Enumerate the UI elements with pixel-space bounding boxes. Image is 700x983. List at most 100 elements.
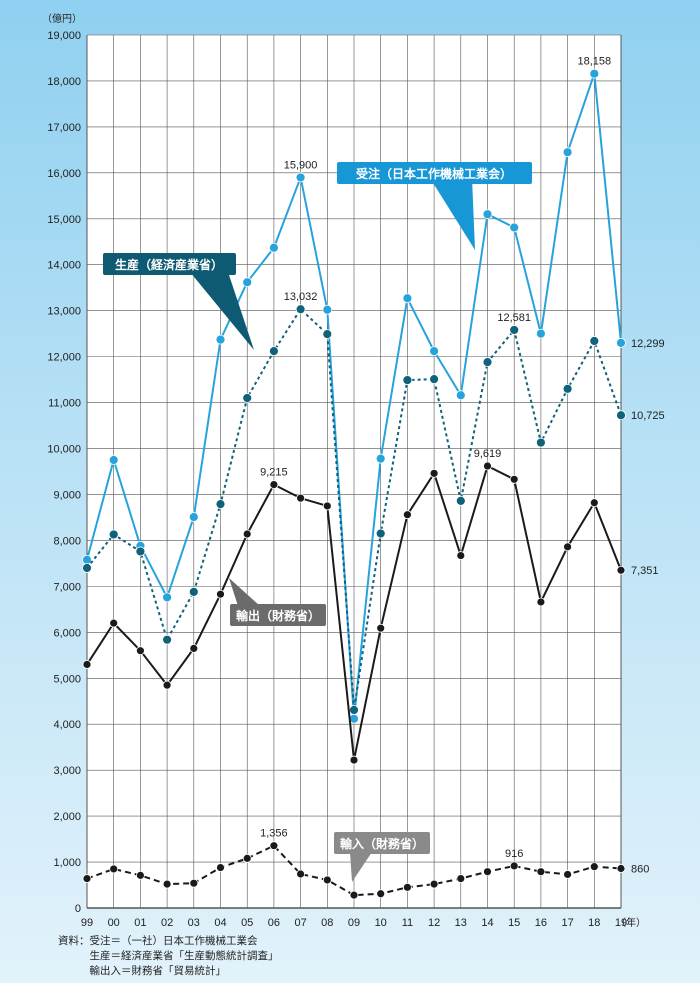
data-point bbox=[563, 542, 572, 552]
x-tick-label: 14 bbox=[481, 917, 493, 929]
data-point bbox=[429, 346, 440, 357]
data-point bbox=[135, 870, 145, 880]
data-point bbox=[402, 510, 412, 520]
data-point bbox=[215, 499, 226, 510]
data-point bbox=[322, 875, 332, 885]
data-point bbox=[483, 867, 492, 877]
data-point bbox=[349, 705, 359, 715]
data-label: 12,299 bbox=[631, 338, 665, 350]
callout-orders-label: 受注（日本工作機械工業会） bbox=[356, 166, 512, 181]
x-axis-tick-labels: 99 00 01 02 03 04 05 06 07 08 09 10 11 12 13 14 15 16 17 18… bbox=[81, 917, 627, 929]
data-label: 9,215 bbox=[260, 467, 288, 479]
data-label: 1,356 bbox=[260, 828, 288, 840]
x-tick-label: 09 bbox=[348, 917, 360, 929]
data-point bbox=[135, 546, 146, 557]
data-point bbox=[296, 493, 306, 503]
y-axis-unit-label: （億円） bbox=[42, 12, 82, 25]
data-label: 10,725 bbox=[631, 410, 665, 422]
data-point bbox=[242, 277, 253, 288]
series-lines bbox=[82, 68, 626, 900]
data-point bbox=[109, 864, 119, 874]
data-label: 860 bbox=[631, 863, 649, 875]
data-point bbox=[536, 867, 546, 877]
data-point bbox=[482, 357, 493, 368]
y-tick-label: 14,000 bbox=[47, 260, 81, 272]
data-label: 7,351 bbox=[631, 565, 659, 577]
y-tick-label: 12,000 bbox=[47, 352, 81, 364]
data-point bbox=[536, 597, 546, 607]
y-tick-label: 11,000 bbox=[48, 398, 81, 410]
source-line: 輸出入＝財務省「貿易統計」 bbox=[58, 965, 226, 977]
data-point bbox=[402, 882, 412, 892]
data-point bbox=[402, 293, 413, 304]
callout-production-pointer bbox=[190, 272, 254, 350]
data-point bbox=[589, 498, 599, 508]
line-chart: 0 1,000 2,000 3,000 4,000 5,000 6,000 7,000 8,00… bbox=[42, 12, 665, 929]
data-point bbox=[109, 618, 119, 628]
data-point bbox=[322, 501, 332, 511]
source-line: 資料：受注＝（一社）日本工作機械工業会 bbox=[58, 935, 258, 947]
data-point bbox=[429, 468, 439, 478]
data-point bbox=[536, 437, 546, 448]
x-tick-label: 17 bbox=[561, 917, 573, 929]
data-point bbox=[296, 869, 306, 879]
y-tick-label: 9,000 bbox=[53, 489, 81, 501]
data-point bbox=[162, 680, 172, 690]
y-tick-label: 1,000 bbox=[53, 857, 81, 869]
data-point bbox=[162, 879, 172, 889]
grid-lines bbox=[86, 34, 622, 909]
data-point bbox=[135, 646, 145, 656]
x-tick-label: 11 bbox=[402, 917, 413, 929]
y-tick-label: 17,000 bbox=[47, 122, 81, 134]
x-tick-label: 99 bbox=[81, 917, 93, 929]
data-label: 15,900 bbox=[284, 159, 318, 171]
data-point bbox=[456, 874, 466, 883]
y-axis-tick-labels: 0 1,000 2,000 3,000 4,000 5,000 6,000 7,000 8,00… bbox=[47, 30, 81, 915]
callout-exports-box bbox=[230, 604, 326, 626]
x-tick-label: 06 bbox=[268, 917, 280, 929]
callout-exports: 輸出（財務省） bbox=[229, 578, 326, 626]
data-point bbox=[82, 660, 92, 669]
data-point bbox=[509, 474, 519, 484]
data-point bbox=[82, 563, 92, 573]
series-orders bbox=[82, 68, 626, 724]
callout-production-box bbox=[103, 253, 236, 275]
data-point bbox=[269, 480, 279, 489]
y-tick-label: 7,000 bbox=[53, 581, 81, 593]
y-tick-label: 3,000 bbox=[53, 765, 81, 777]
data-point bbox=[456, 551, 466, 560]
callout-imports: 輸入（財務省） bbox=[334, 832, 430, 882]
data-point bbox=[429, 374, 440, 385]
x-tick-label: 01 bbox=[134, 917, 146, 929]
x-tick-label: 12 bbox=[428, 917, 440, 929]
data-point bbox=[616, 337, 626, 348]
data-point bbox=[188, 512, 199, 522]
y-tick-label: 5,000 bbox=[53, 673, 81, 685]
data-point bbox=[216, 863, 225, 872]
y-tick-label: 6,000 bbox=[53, 627, 81, 639]
data-point bbox=[616, 565, 626, 575]
x-tick-label: 13 bbox=[455, 917, 467, 929]
x-tick-label: 15 bbox=[508, 917, 520, 929]
x-tick-label: 05 bbox=[241, 917, 253, 929]
x-tick-label: 03 bbox=[188, 917, 200, 929]
y-tick-label: 8,000 bbox=[53, 535, 81, 547]
data-point bbox=[322, 329, 333, 340]
data-point bbox=[322, 304, 333, 315]
callout-production-label: 生産（経済産業省） bbox=[115, 257, 223, 272]
data-point bbox=[215, 334, 226, 345]
y-tick-label: 10,000 bbox=[47, 444, 81, 456]
series-exports bbox=[82, 461, 626, 765]
y-tick-label: 16,000 bbox=[47, 168, 81, 180]
data-point bbox=[589, 336, 600, 346]
series-line bbox=[86, 844, 622, 897]
data-point bbox=[616, 410, 626, 421]
data-point bbox=[536, 328, 546, 339]
data-point bbox=[82, 554, 92, 565]
data-point bbox=[429, 879, 439, 889]
source-line: 生産＝経済産業省「生産動態統計調査」 bbox=[58, 950, 279, 962]
data-label: 18,158 bbox=[577, 56, 611, 68]
data-point bbox=[402, 375, 413, 385]
callout-imports-label: 輸入（財務省） bbox=[340, 836, 424, 851]
y-tick-label: 15,000 bbox=[47, 214, 81, 226]
